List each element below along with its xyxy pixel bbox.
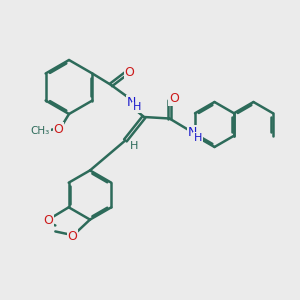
- Text: O: O: [54, 122, 63, 136]
- Text: N: N: [187, 126, 197, 139]
- Text: H: H: [130, 141, 139, 151]
- Text: CH₃: CH₃: [31, 125, 50, 136]
- Text: O: O: [44, 214, 53, 227]
- Text: N: N: [126, 95, 136, 109]
- Text: H: H: [194, 133, 202, 143]
- Text: O: O: [169, 92, 179, 105]
- Text: O: O: [124, 66, 134, 80]
- Text: O: O: [68, 230, 77, 243]
- Text: H: H: [133, 102, 141, 112]
